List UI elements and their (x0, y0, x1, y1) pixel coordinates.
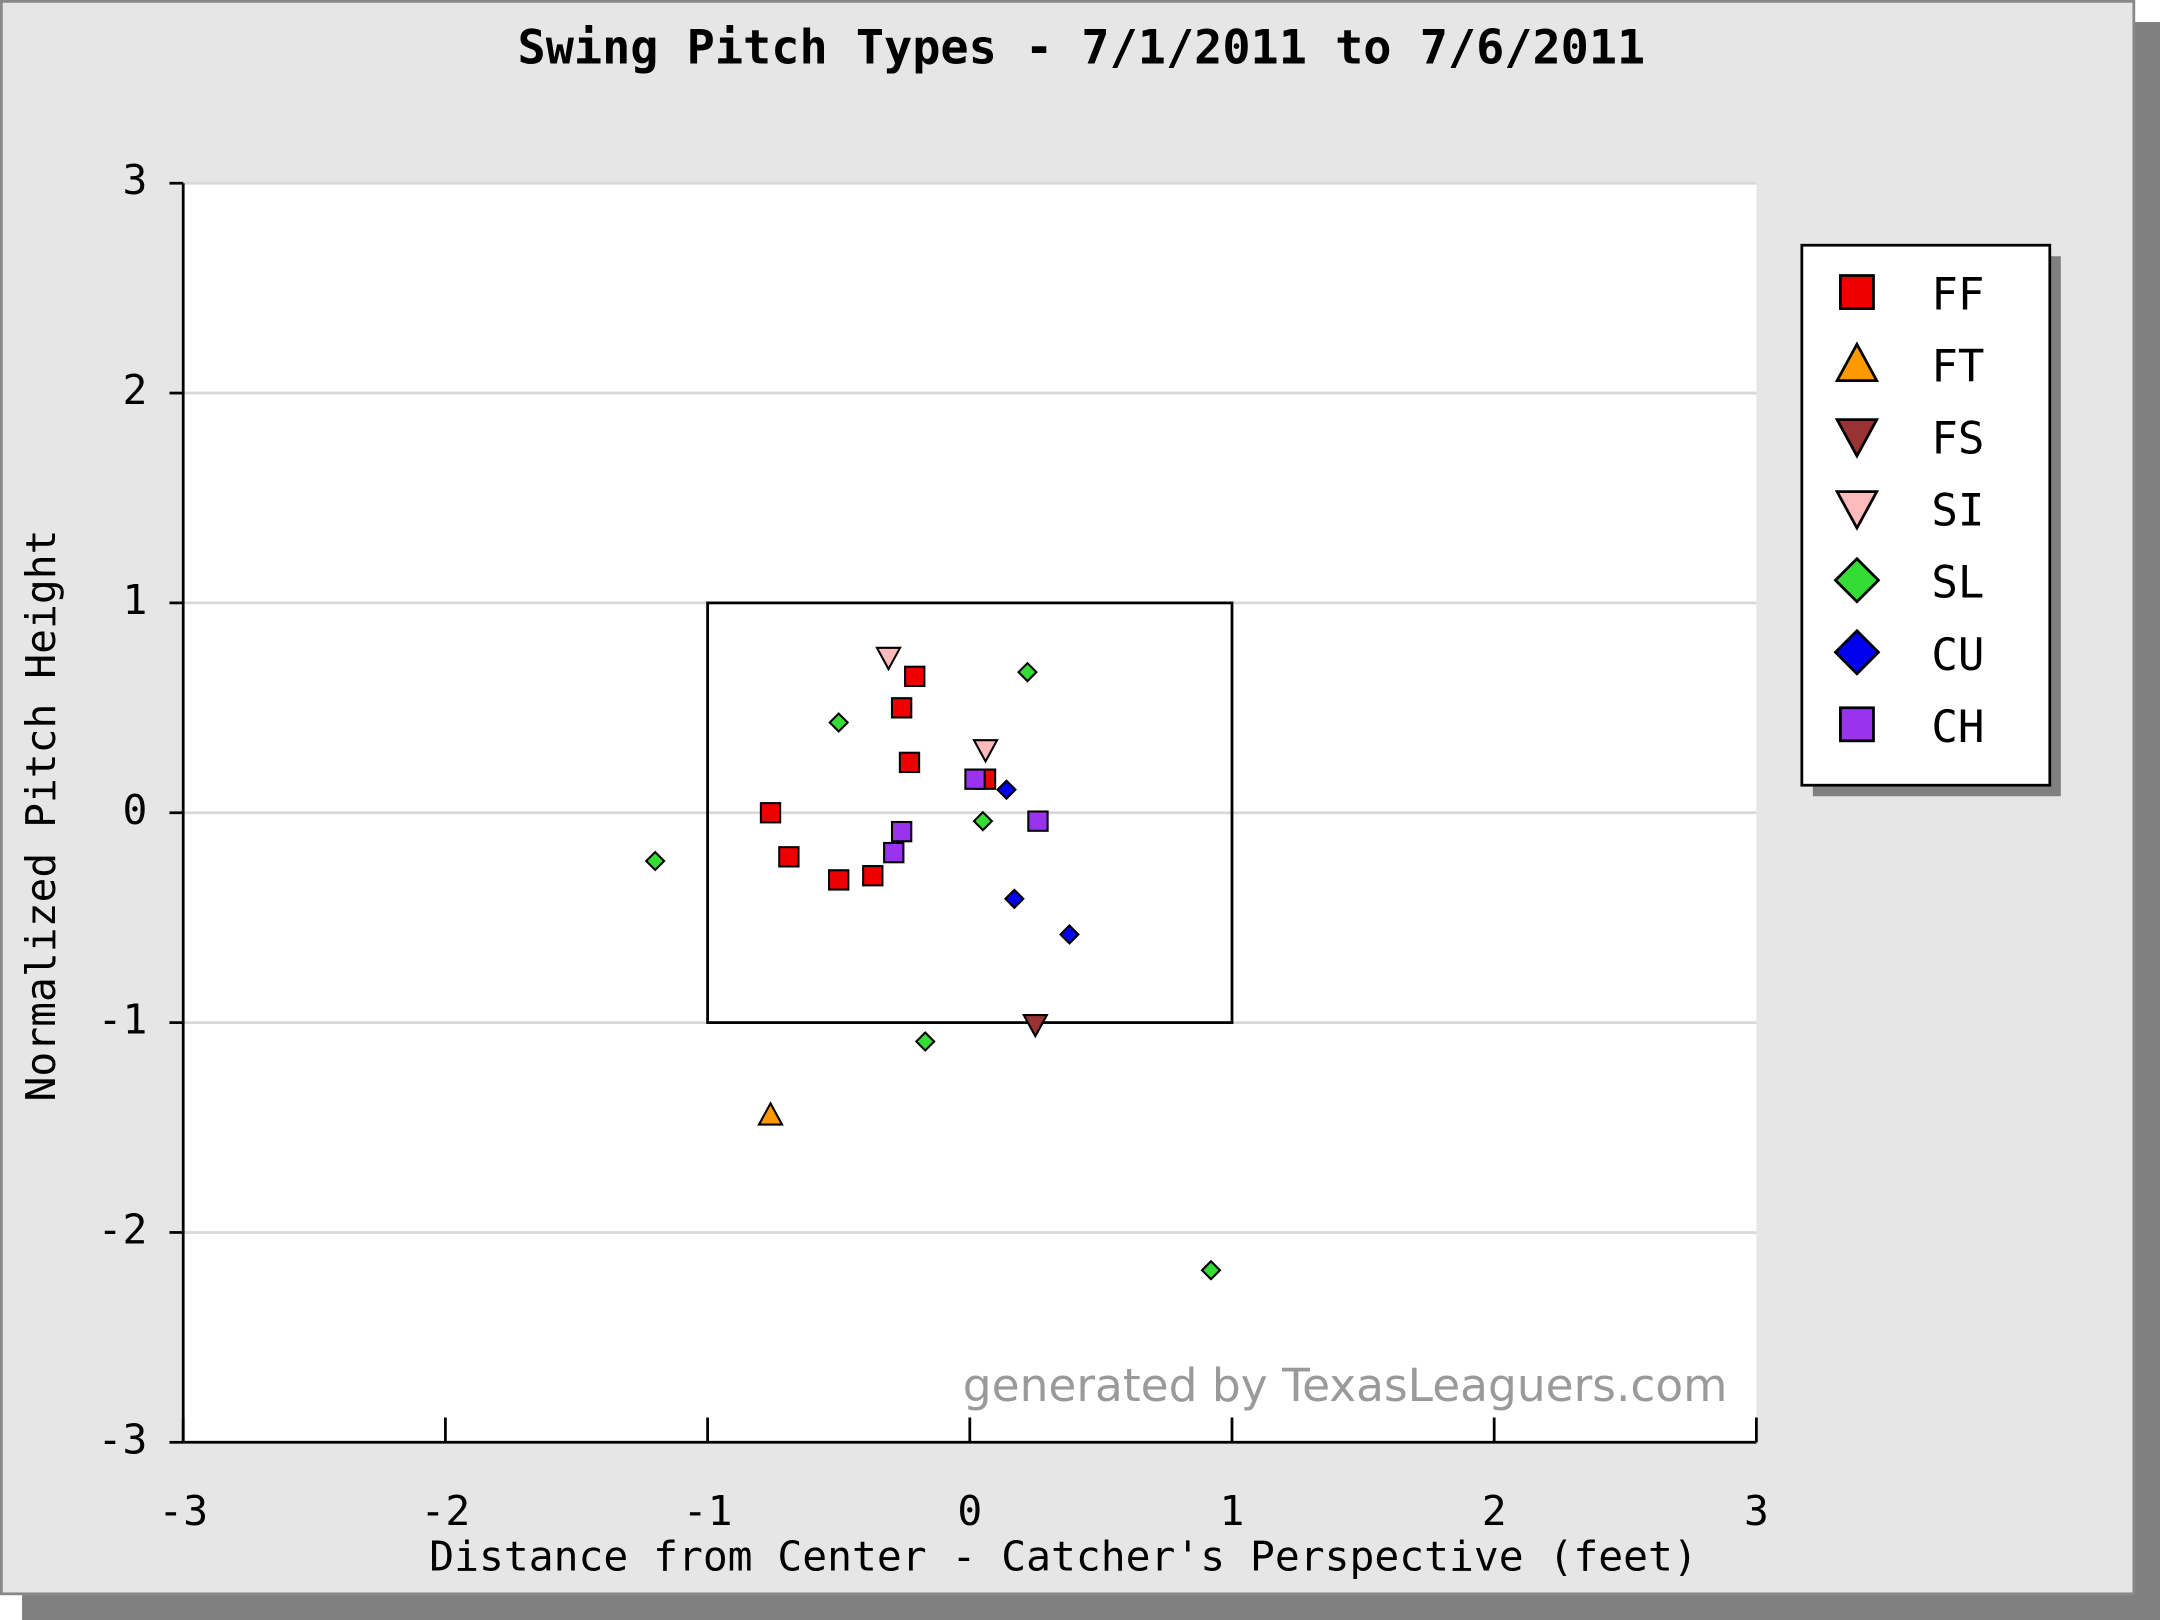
data-point (757, 1101, 784, 1126)
y-tick-label: -2 (98, 1205, 148, 1253)
x-tick-label: 3 (1744, 1487, 1769, 1535)
x-tick-label: 0 (957, 1487, 982, 1535)
legend-label: CH (1931, 702, 1984, 753)
data-point (875, 646, 902, 672)
chart-title: Swing Pitch Types - 7/1/2011 to 7/6/2011 (518, 21, 1646, 75)
data-point (914, 1031, 936, 1052)
legend: FF FT FS SI SL CU CH (1800, 243, 2061, 797)
legend-label: FF (1931, 270, 1984, 321)
data-point (1017, 661, 1038, 683)
data-point (898, 751, 921, 774)
legend-marker (1839, 274, 1875, 310)
legend-marker (1833, 628, 1881, 676)
data-point (996, 779, 1017, 801)
data-point (1003, 888, 1025, 910)
data-point (972, 810, 994, 832)
y-tick-label: -3 (98, 1415, 148, 1463)
data-point (964, 768, 986, 790)
y-tick-label: 3 (123, 156, 148, 204)
legend-label: SI (1931, 486, 1984, 537)
data-point (862, 865, 884, 887)
strike-zone (706, 601, 1234, 1024)
data-point (883, 841, 905, 864)
data-point (1022, 1014, 1049, 1039)
data-point (828, 869, 850, 891)
x-axis-label: Distance from Center - Catcher's Perspec… (429, 1532, 1697, 1580)
legend-label: FS (1931, 414, 1984, 465)
legend-label: CU (1931, 630, 1984, 681)
watermark: generated by TexasLeaguers.com (963, 1359, 1728, 1412)
data-point (759, 802, 782, 824)
data-point (1027, 810, 1049, 832)
data-point (1059, 924, 1080, 945)
x-tick-label: -2 (421, 1487, 471, 1535)
legend-label: FT (1931, 342, 1984, 393)
y-axis-label: Normalized Pitch Height (17, 529, 65, 1101)
data-point (1200, 1259, 1222, 1281)
y-tick-label: -1 (98, 996, 148, 1044)
data-point (828, 712, 850, 733)
x-tick-label: 2 (1482, 1487, 1507, 1535)
data-point (644, 850, 666, 872)
x-tick-label: -1 (683, 1487, 733, 1535)
y-tick-label: 1 (123, 576, 148, 624)
legend-box (1800, 243, 2052, 787)
legend-marker (1833, 556, 1881, 604)
data-point (904, 665, 926, 688)
y-tick-label: 2 (123, 366, 148, 414)
legend-marker (1839, 706, 1875, 743)
data-point (890, 697, 913, 719)
legend-marker (1834, 490, 1880, 531)
legend-marker (1834, 418, 1880, 459)
legend-marker (1834, 341, 1880, 382)
y-tick-label: 0 (123, 786, 148, 834)
x-tick-label: 1 (1220, 1487, 1245, 1535)
data-point (972, 739, 999, 764)
data-point (890, 820, 913, 843)
data-point (778, 846, 800, 868)
legend-label: SL (1931, 558, 1984, 609)
x-tick-label: -3 (158, 1487, 208, 1535)
